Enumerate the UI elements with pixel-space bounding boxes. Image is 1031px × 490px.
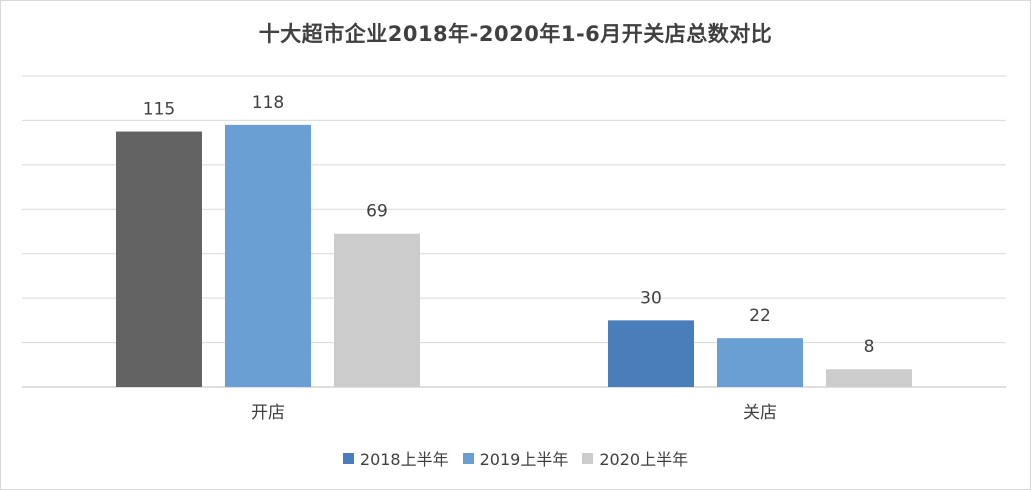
data-label: 8: [864, 337, 875, 357]
legend-label: 2020上半年: [599, 450, 689, 469]
category-label: 关店: [743, 403, 777, 423]
bar-开店-2020上半年: [334, 233, 420, 387]
legend-item: 2020上半年: [582, 446, 688, 470]
data-label: 115: [143, 100, 175, 120]
legend-swatch: [582, 452, 594, 464]
bar-开店-2018上半年: [116, 131, 202, 387]
bar-关店-2019上半年: [717, 338, 803, 387]
category-label: 开店: [251, 403, 285, 423]
legend-label: 2019上半年: [479, 450, 569, 469]
data-labels: 115 118 69 30 22 8: [143, 93, 875, 357]
legend-swatch: [342, 452, 354, 464]
bar-开店-2019上半年: [225, 124, 311, 387]
legend-item: 2018上半年: [342, 446, 449, 470]
data-label: 118: [252, 93, 284, 113]
chart-title: 十大超市企业2018年-2020年1-6月开关店总数对比: [258, 22, 773, 46]
bars: [116, 124, 912, 387]
data-label: 22: [749, 306, 771, 326]
legend: 2018上半年 2019上半年 2020上半年: [0, 446, 1031, 470]
data-label: 30: [640, 288, 662, 308]
legend-swatch: [462, 452, 474, 464]
bar-关店-2018上半年: [608, 320, 694, 387]
legend-item: 2019上半年: [462, 446, 569, 470]
bar-关店-2020上半年: [826, 369, 912, 387]
category-labels: 开店 关店: [251, 403, 777, 423]
legend-label: 2018上半年: [359, 450, 449, 469]
data-label: 69: [366, 202, 388, 222]
